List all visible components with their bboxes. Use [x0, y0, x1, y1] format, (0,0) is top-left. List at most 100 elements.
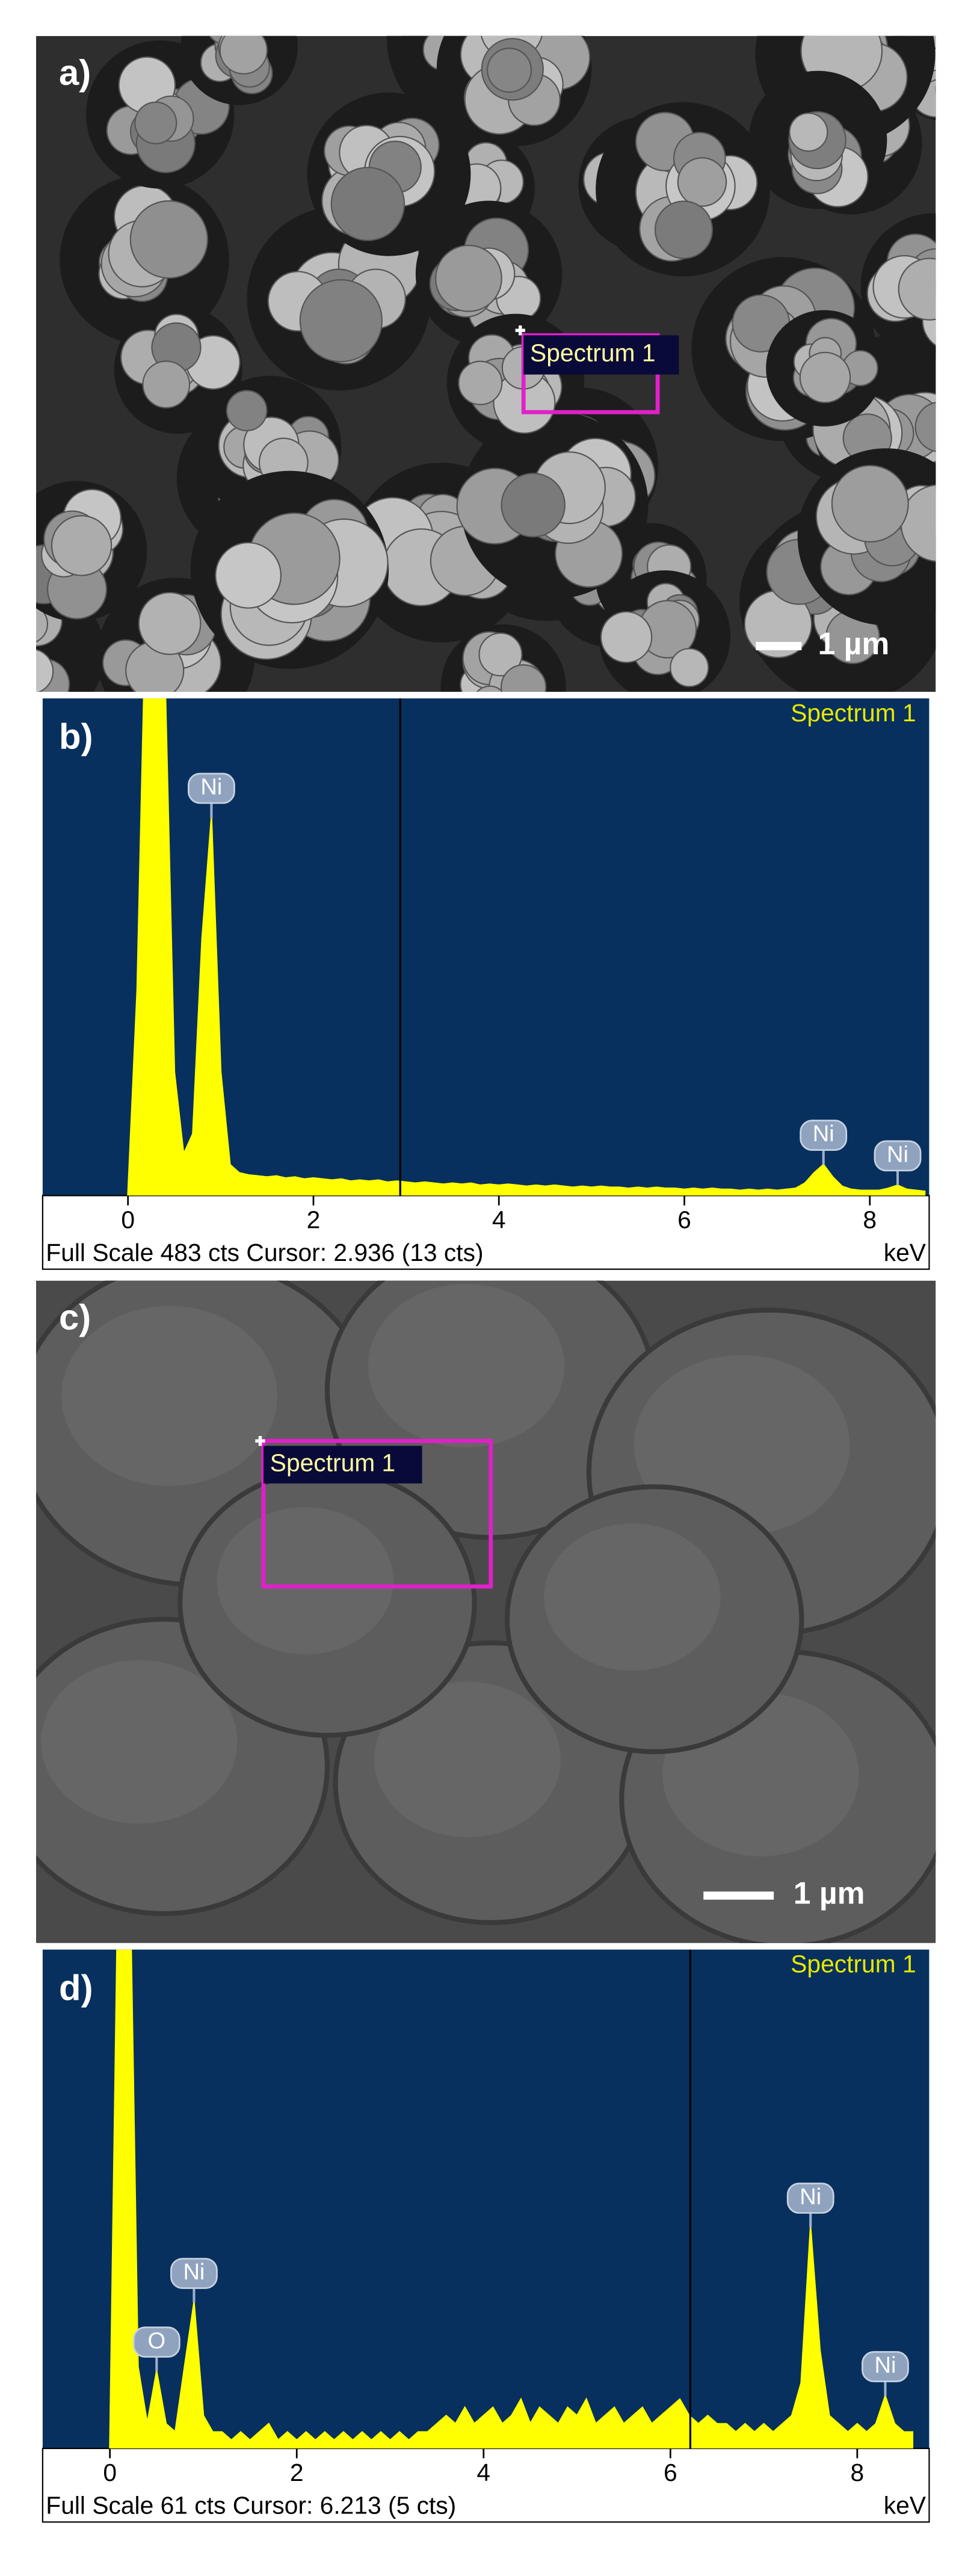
- annotation-label: Ni: [887, 1142, 908, 1167]
- grain: [831, 464, 909, 543]
- grain: [487, 48, 532, 93]
- annotation-label: O: [148, 2328, 166, 2353]
- spectrum-fill: [109, 1949, 914, 2448]
- panel-label: a): [59, 52, 91, 93]
- panel-label: c): [59, 1297, 91, 1337]
- grain: [466, 0, 507, 35]
- x-tick-label: 2: [290, 2459, 304, 2486]
- grain: [418, 0, 473, 21]
- grain: [946, 42, 962, 96]
- annotation-badge: [800, 1120, 848, 1151]
- annotation-label: Ni: [200, 775, 222, 800]
- grain: [330, 167, 405, 241]
- sem-image-a: [0, 0, 962, 692]
- region-tag: [523, 335, 679, 375]
- scale-label: 1 µm: [818, 626, 890, 661]
- lobe-highlight: [61, 1305, 278, 1486]
- grain: [789, 112, 828, 152]
- grain: [458, 360, 503, 405]
- grain: [138, 591, 202, 655]
- region-label: Spectrum 1: [270, 1449, 395, 1476]
- x-tick-label: 4: [492, 1206, 506, 1234]
- grain: [654, 200, 714, 259]
- grain: [129, 200, 208, 279]
- grain: [600, 611, 653, 664]
- grain: [677, 157, 727, 207]
- spectrum: [127, 698, 926, 1196]
- spectrum-fill: [128, 698, 926, 1196]
- grain: [299, 279, 383, 363]
- region-marker: [515, 325, 525, 336]
- grain: [476, 685, 504, 692]
- x-tick-label: 2: [307, 1206, 321, 1234]
- spectrum-line: [127, 698, 926, 1196]
- grain: [500, 664, 547, 692]
- annotation-badge: [170, 2258, 218, 2289]
- x-axis-label: keV: [884, 1239, 927, 1266]
- grain: [0, 633, 25, 691]
- x-axis-label: keV: [884, 2492, 927, 2519]
- grain: [226, 390, 268, 431]
- grain: [0, 623, 23, 677]
- footer: Full Scale 483 cts Cursor: 2.936 (13 cts…: [46, 1239, 483, 1266]
- x-tick-label: 0: [121, 1206, 135, 1234]
- region-marker: [255, 1436, 265, 1446]
- panel-label: b): [59, 716, 93, 757]
- axis-band: [42, 1195, 930, 1270]
- grain: [215, 541, 282, 609]
- annotation-label: Ni: [800, 2184, 821, 2210]
- region-box: [261, 1438, 493, 1589]
- grain: [36, 605, 49, 642]
- lobe-highlight: [544, 1523, 721, 1671]
- lobe-highlight: [217, 1507, 394, 1654]
- annotation-label: Ni: [874, 2353, 896, 2378]
- grain: [134, 101, 177, 144]
- grain: [898, 257, 936, 321]
- grain: [935, 84, 936, 94]
- grain: [51, 515, 113, 576]
- grain: [914, 401, 936, 452]
- grain: [142, 360, 191, 408]
- grain: [670, 648, 709, 688]
- lobe-highlight: [374, 1681, 561, 1837]
- annotation-badge: [862, 2351, 909, 2382]
- footer: Full Scale 61 cts Cursor: 6.213 (5 cts): [46, 2492, 456, 2519]
- annotation-label: Ni: [183, 2260, 205, 2285]
- spectrum-title: Spectrum 1: [791, 699, 916, 727]
- panel-label: d): [59, 1967, 93, 2007]
- x-tick-label: 6: [664, 2459, 677, 2486]
- x-tick-label: 0: [103, 2459, 117, 2486]
- region-label: Spectrum 1: [530, 339, 655, 367]
- lobe-highlight: [41, 1660, 238, 1824]
- grain: [501, 472, 566, 538]
- grain: [424, 0, 461, 28]
- grain: [435, 244, 502, 312]
- spectrum-title: Spectrum 1: [791, 1950, 916, 1978]
- sem-image-c: [36, 1280, 936, 1943]
- lobe-highlight: [368, 1284, 565, 1448]
- scale-label: 1 µm: [794, 1876, 865, 1911]
- grain: [799, 351, 851, 404]
- annotation-label: Ni: [813, 1121, 834, 1147]
- x-tick-label: 4: [476, 2459, 490, 2486]
- annotation-badge: [187, 772, 235, 804]
- annotation-badge: [874, 1140, 922, 1172]
- x-tick-label: 6: [677, 1206, 691, 1234]
- grain: [219, 35, 268, 75]
- region-tag: [263, 1446, 422, 1484]
- x-tick-label: 8: [863, 1206, 877, 1234]
- grain: [478, 632, 523, 677]
- annotation-badge: [132, 2326, 180, 2358]
- grain: [36, 670, 42, 692]
- spectrum-line: [109, 1949, 914, 2448]
- annotation-badge: [786, 2183, 834, 2214]
- grain: [36, 649, 54, 692]
- grain: [942, 41, 962, 74]
- grain: [944, 247, 962, 291]
- grain: [0, 605, 34, 649]
- grain: [0, 605, 31, 665]
- x-tick-label: 8: [851, 2459, 865, 2486]
- spectrum: [109, 1949, 914, 2448]
